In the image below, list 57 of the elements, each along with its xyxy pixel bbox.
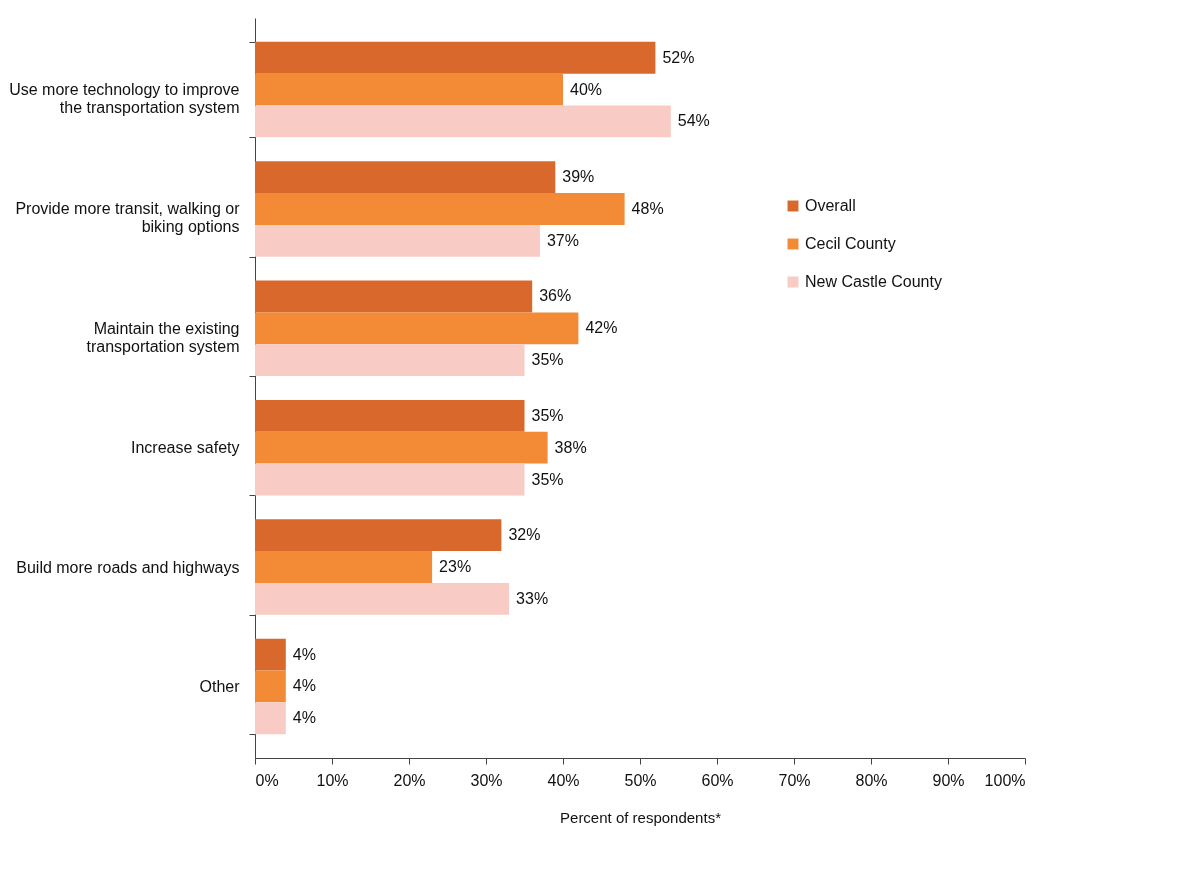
bar bbox=[255, 519, 502, 552]
bar bbox=[255, 463, 525, 496]
data-label: 40% bbox=[570, 80, 603, 98]
y-tick-label: Provide more transit, walking or biking options bbox=[15, 200, 241, 236]
x-tick-label: 10% bbox=[316, 771, 349, 789]
bar bbox=[255, 431, 548, 464]
bar bbox=[255, 399, 525, 432]
data-label: 35% bbox=[531, 406, 564, 424]
data-label: 23% bbox=[439, 558, 472, 576]
bar bbox=[255, 551, 433, 583]
data-label: 4% bbox=[292, 709, 316, 727]
data-label: 33% bbox=[516, 589, 549, 607]
legend-label: New Castle County bbox=[805, 273, 942, 290]
data-label: 48% bbox=[631, 199, 664, 217]
bar bbox=[255, 280, 533, 313]
x-tick-label: 40% bbox=[547, 771, 580, 789]
x-tick-label: 100% bbox=[984, 771, 1026, 789]
x-tick-label: 80% bbox=[855, 771, 888, 789]
y-tick-label: Increase safety bbox=[131, 439, 240, 457]
bar bbox=[255, 312, 579, 345]
data-label: 35% bbox=[531, 470, 564, 488]
y-tick-label: Build more roads and highways bbox=[16, 558, 240, 576]
data-label: 32% bbox=[508, 526, 541, 544]
bar bbox=[255, 702, 286, 735]
data-label: 37% bbox=[546, 231, 579, 249]
y-tick-label: Use more technology to improve the transportation system bbox=[9, 81, 240, 117]
bar bbox=[255, 582, 510, 615]
data-label: 4% bbox=[292, 645, 316, 663]
x-tick-label: 30% bbox=[470, 771, 503, 789]
legend-label: Cecil County bbox=[805, 235, 896, 252]
data-label: 4% bbox=[292, 677, 316, 695]
data-label: 39% bbox=[562, 168, 595, 186]
y-tick-label: Other bbox=[199, 677, 241, 695]
x-tick-label: 70% bbox=[778, 771, 811, 789]
data-label: 38% bbox=[554, 438, 587, 456]
bar bbox=[255, 105, 671, 138]
bar bbox=[255, 638, 286, 671]
x-tick-label: 60% bbox=[701, 771, 734, 789]
bar bbox=[255, 41, 656, 74]
bar bbox=[255, 161, 556, 194]
bar bbox=[255, 670, 286, 703]
data-label: 52% bbox=[662, 48, 695, 66]
x-tick-label: 0% bbox=[255, 771, 279, 789]
x-tick-label: 20% bbox=[393, 771, 426, 789]
bar bbox=[255, 224, 540, 257]
legend-label: Overall bbox=[805, 197, 856, 214]
bar bbox=[255, 344, 525, 377]
data-label: 42% bbox=[585, 319, 618, 337]
data-label: 36% bbox=[539, 287, 572, 305]
data-label: 54% bbox=[677, 112, 710, 130]
data-label: 35% bbox=[531, 351, 564, 369]
x-axis-title: Percent of respondents* bbox=[560, 808, 722, 826]
x-tick-label: 50% bbox=[624, 771, 657, 789]
x-tick-label: 90% bbox=[932, 771, 965, 789]
bar bbox=[255, 193, 625, 225]
y-tick-label: Maintain the existing transportation system bbox=[86, 319, 240, 355]
bar bbox=[255, 73, 563, 106]
